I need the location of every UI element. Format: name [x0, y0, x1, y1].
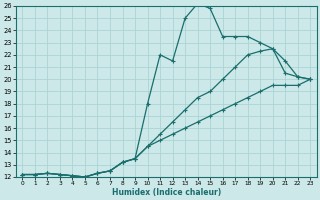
- X-axis label: Humidex (Indice chaleur): Humidex (Indice chaleur): [112, 188, 221, 197]
